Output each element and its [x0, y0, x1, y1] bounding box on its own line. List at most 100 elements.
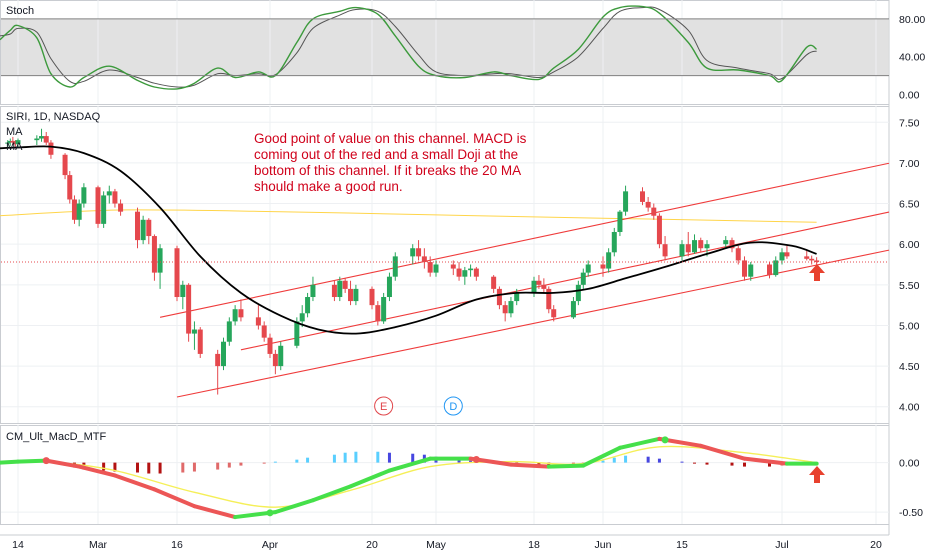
candle [729, 237, 735, 253]
candle [433, 260, 439, 277]
candle [468, 264, 474, 277]
histogram-bar [768, 462, 771, 467]
histogram-bar [376, 451, 380, 463]
candle-body [140, 219, 146, 241]
candle [575, 280, 581, 306]
x-tick: May [426, 539, 447, 550]
macd-segment [546, 463, 586, 469]
candle-body [468, 268, 474, 271]
candle-body [95, 187, 101, 224]
histogram-bar [332, 454, 336, 463]
candle [191, 321, 197, 350]
candle-body [531, 280, 537, 293]
macd-segment [152, 487, 197, 509]
candle [7, 138, 13, 146]
candle [151, 234, 157, 281]
candle [502, 301, 508, 322]
candle-body [645, 201, 651, 208]
cross-dot [266, 509, 274, 517]
candle [299, 305, 305, 328]
candle [12, 140, 18, 147]
candle [112, 188, 118, 208]
candle-body [272, 353, 278, 367]
candle-body [294, 321, 300, 346]
stoch-panel[interactable]: Stoch 80.00 40.00 0.00 [0, 0, 925, 104]
candle-body [742, 260, 747, 277]
candle-body [146, 219, 152, 237]
candle-body [611, 231, 617, 253]
macd-segment [77, 464, 117, 478]
candle-body [7, 140, 13, 143]
candle-body [12, 142, 18, 145]
candle [456, 262, 462, 281]
candle [331, 280, 337, 302]
candle [71, 195, 77, 224]
candle [353, 284, 359, 306]
candle-body [723, 240, 729, 245]
candle-body [685, 244, 691, 253]
macd-title: CM_Ult_MacD_MTF [6, 431, 107, 443]
candle-body [10, 140, 16, 143]
candle [692, 234, 697, 254]
candle [10, 136, 16, 146]
candle-body [15, 140, 21, 145]
price-panel[interactable]: SIRI, 1D, NASDAQ MA MA Good point of val… [0, 106, 920, 423]
candle [310, 276, 316, 302]
histogram-bar [295, 459, 299, 463]
candle-body [348, 288, 354, 302]
x-tick: Mar [89, 539, 108, 550]
ma-fast-line [0, 145, 817, 335]
macd-segment [273, 498, 315, 515]
candle [278, 341, 284, 371]
earnings-marker[interactable]: E [374, 396, 394, 416]
candle-body [606, 252, 612, 269]
candle-body [427, 262, 433, 273]
candle [617, 210, 623, 237]
ma-slow-line [0, 209, 817, 223]
stoch-y-axis: 80.00 40.00 0.00 [899, 14, 925, 102]
candle-body [226, 321, 232, 342]
cross-dot [661, 436, 669, 444]
histogram-bar [192, 462, 196, 472]
candle [48, 140, 54, 159]
candle [267, 333, 273, 358]
candle-body [299, 313, 305, 322]
candle [43, 132, 49, 146]
dividend-marker[interactable]: D [443, 396, 463, 416]
candle [570, 297, 576, 319]
price-y-tick: 4.50 [899, 361, 920, 373]
arrow-shape [809, 264, 825, 281]
channel-lines [159, 162, 890, 398]
x-axis: 14 Mar 16 Apr 20 May 18 Jun 15 Jul 20 [12, 539, 882, 550]
candle-body [779, 252, 785, 261]
histogram-bar [227, 462, 231, 468]
histogram-bar [612, 457, 616, 463]
candle [685, 231, 691, 257]
chart-annotation: Good point of value on this channel. MAC… [254, 131, 527, 194]
candle [67, 171, 73, 204]
candle [348, 280, 354, 306]
stoch-band [1, 18, 889, 76]
candle [421, 248, 427, 269]
candle [600, 256, 606, 277]
histogram-bar [624, 455, 628, 463]
candle [140, 215, 146, 245]
x-tick: 20 [870, 539, 882, 550]
candle-body [191, 329, 197, 334]
histogram-bar [354, 451, 358, 463]
price-y-tick: 5.00 [899, 320, 920, 332]
candle-body [67, 175, 73, 200]
candle-body [381, 297, 387, 322]
macd-segment [387, 456, 433, 473]
candle-body [197, 329, 203, 354]
candle [221, 337, 226, 371]
candle-body [773, 260, 779, 276]
histogram-bar [657, 458, 661, 463]
macd-panel[interactable]: CM_Ult_MacD_MTF 0.00 -0.50 [0, 425, 923, 524]
marker-label: D [449, 401, 457, 413]
candle [514, 288, 520, 306]
histogram-bar [387, 452, 391, 463]
candle [462, 266, 468, 285]
